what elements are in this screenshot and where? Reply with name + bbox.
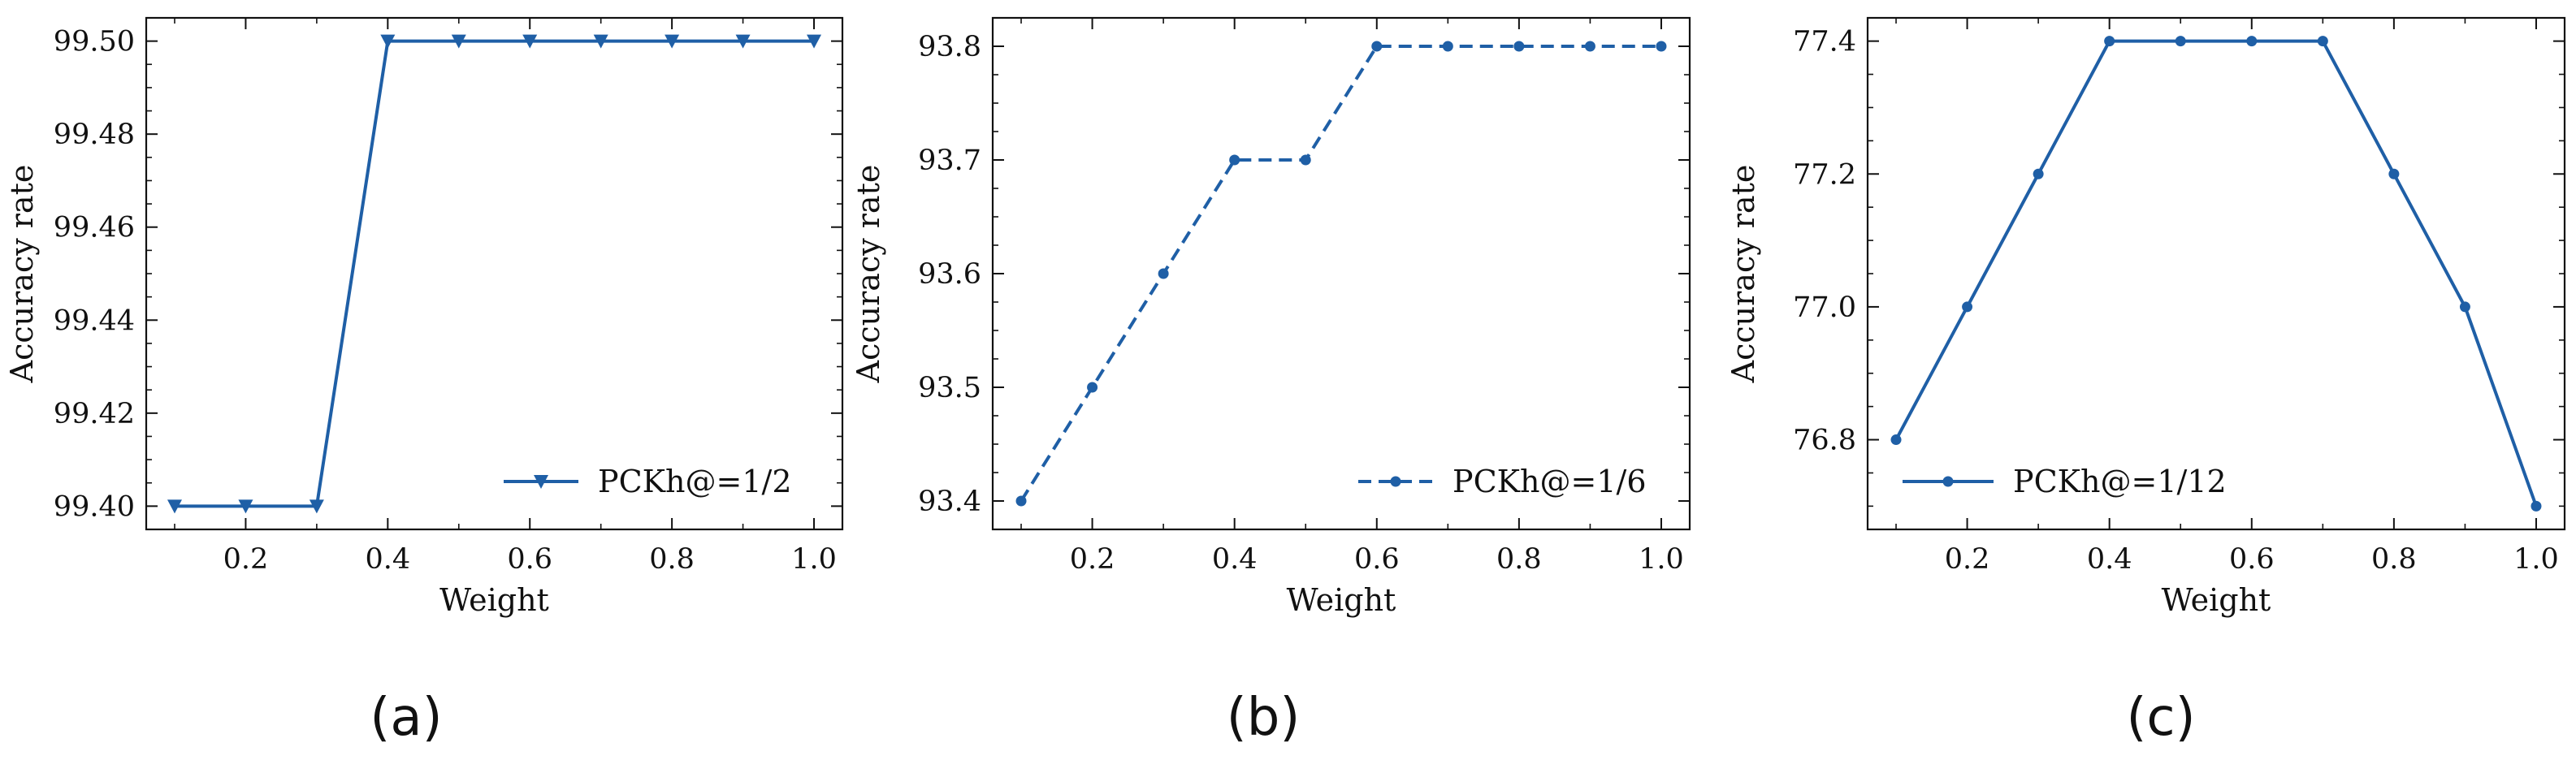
data-point xyxy=(1015,495,1027,507)
legend-marker xyxy=(1390,476,1401,487)
y-axis-label: Accuracy rate xyxy=(851,165,886,384)
y-axis-label: Accuracy rate xyxy=(1725,165,1761,384)
data-point xyxy=(2531,500,2542,512)
plot-frame xyxy=(145,16,844,531)
x-axis-label: Weight xyxy=(439,582,549,618)
series-line xyxy=(174,39,815,508)
y-tick-label: 77.4 xyxy=(1793,26,1856,58)
x-axis-label: Weight xyxy=(2162,582,2271,618)
data-point xyxy=(665,34,680,49)
data-point xyxy=(1229,154,1240,166)
x-tick-label: 0.4 xyxy=(365,543,410,576)
y-tick-label: 93.8 xyxy=(918,31,981,63)
legend-marker xyxy=(534,475,548,489)
data-point xyxy=(2104,36,2115,47)
x-tick-label: 1.0 xyxy=(2513,543,2559,576)
data-point xyxy=(2246,36,2258,47)
data-point xyxy=(1087,382,1098,393)
legend-label: PCKh@=1/2 xyxy=(598,464,792,499)
data-point xyxy=(309,499,324,514)
data-point xyxy=(451,34,466,49)
x-tick-label: 0.2 xyxy=(223,543,269,576)
y-tick-label: 99.42 xyxy=(54,398,135,430)
x-tick-label: 0.4 xyxy=(2087,543,2132,576)
data-point xyxy=(1962,301,1973,313)
y-tick-label: 99.40 xyxy=(54,490,135,523)
legend-marker xyxy=(1942,476,1954,487)
data-point xyxy=(2175,36,2186,47)
data-point xyxy=(1158,268,1169,279)
y-tick-label: 76.8 xyxy=(1793,425,1856,457)
data-point xyxy=(1656,41,1667,52)
y-tick-label: 93.7 xyxy=(918,145,981,177)
panel-caption: (c) xyxy=(2126,688,2195,748)
data-point xyxy=(807,34,822,49)
panel-caption: (b) xyxy=(1227,688,1301,748)
data-point xyxy=(238,499,253,514)
data-point xyxy=(593,34,608,49)
x-tick-label: 0.6 xyxy=(2229,543,2275,576)
x-tick-label: 0.8 xyxy=(649,543,695,576)
chart-panel-2: 0.2 0.4 0.6 0.8 1.0 93.4 93.5 93.6 93.7 93.8 Weigh… xyxy=(851,16,1691,748)
data-point xyxy=(167,499,182,514)
data-point xyxy=(380,34,396,49)
data-point xyxy=(2033,168,2044,179)
data-point xyxy=(1442,41,1453,52)
data-point xyxy=(2317,36,2328,47)
data-point xyxy=(2388,168,2400,179)
chart-panel-3: 0.2 0.4 0.6 0.8 1.0 76.8 77.0 77.2 77.4 Weight Acc… xyxy=(1725,16,2566,748)
series-line xyxy=(1020,45,1661,503)
data-point xyxy=(1513,41,1525,52)
y-tick-label: 93.4 xyxy=(918,486,981,518)
y-tick-label: 99.50 xyxy=(54,26,135,58)
y-tick-label: 77.0 xyxy=(1793,291,1856,324)
data-point xyxy=(1584,41,1595,52)
y-tick-label: 99.48 xyxy=(54,119,135,151)
data-point xyxy=(1890,434,1902,446)
plot-frame xyxy=(1866,16,2566,531)
y-tick-label: 93.5 xyxy=(918,372,981,404)
plot-frame xyxy=(991,16,1691,531)
data-point xyxy=(2459,301,2470,313)
y-axis-label: Accuracy rate xyxy=(4,165,40,384)
x-tick-label: 0.4 xyxy=(1212,543,1258,576)
x-tick-label: 0.8 xyxy=(1496,543,1542,576)
y-tick-label: 99.44 xyxy=(54,304,135,337)
chart-panel-1: 0.2 0.4 0.6 0.8 1.0 99.40 99.42 99.44 99.46 99.48… xyxy=(4,16,844,748)
legend-label: PCKh@=1/6 xyxy=(1453,464,1647,499)
legend-label: PCKh@=1/12 xyxy=(2013,464,2227,499)
x-tick-label: 1.0 xyxy=(791,543,837,576)
x-tick-label: 1.0 xyxy=(1639,543,1684,576)
y-tick-label: 93.6 xyxy=(918,258,981,291)
x-tick-label: 0.2 xyxy=(1070,543,1115,576)
data-point xyxy=(1371,41,1383,52)
y-tick-label: 99.46 xyxy=(54,212,135,244)
x-tick-label: 0.2 xyxy=(1945,543,1990,576)
data-point xyxy=(1300,154,1311,166)
x-tick-label: 0.6 xyxy=(1354,543,1400,576)
series-line xyxy=(1894,39,2538,507)
data-point xyxy=(735,34,751,49)
panel-caption: (a) xyxy=(370,688,442,748)
y-tick-label: 77.2 xyxy=(1793,158,1856,191)
data-point xyxy=(522,34,538,49)
x-tick-label: 0.8 xyxy=(2371,543,2417,576)
x-tick-label: 0.6 xyxy=(507,543,552,576)
x-axis-label: Weight xyxy=(1287,582,1396,618)
